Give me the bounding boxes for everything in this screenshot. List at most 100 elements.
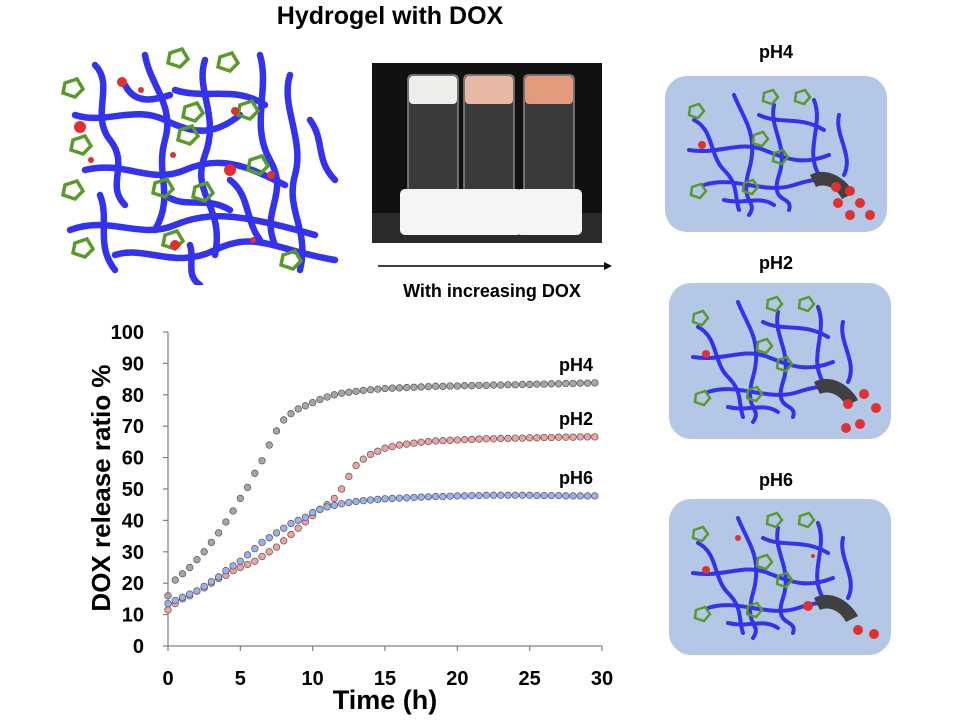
data-point [547,433,556,442]
data-point [265,441,273,449]
data-point [316,395,324,404]
data-point [460,492,469,500]
data-point [497,491,505,499]
data-point [395,384,404,392]
data-point [374,447,382,455]
data-point [540,433,548,442]
x-tick-label: 5 [235,668,246,690]
data-point [475,381,483,390]
data-point [395,441,404,449]
data-point [251,469,259,477]
data-point [359,386,367,395]
series-label-ph2: pH2 [559,409,593,429]
arrow-label: With increasing DOX [403,281,581,301]
vial-gel-2 [465,76,513,104]
data-point [576,433,584,441]
data-point [562,492,570,500]
data-point [309,398,317,407]
data-point [309,508,317,517]
data-point [424,382,433,391]
data-point [540,380,548,388]
x-tick-label: 15 [374,668,396,690]
data-point [576,492,584,500]
data-point [193,587,201,595]
y-tick-label: 50 [122,479,144,501]
data-point [460,382,469,390]
linker-rings [691,295,816,407]
y-tick-label: 60 [122,448,144,470]
data-point [511,381,519,389]
data-point [374,495,382,504]
data-point [410,383,418,391]
data-point [330,494,339,503]
chart-axes [167,332,602,647]
data-point [388,442,396,451]
data-point [504,434,512,443]
data-point [554,380,563,388]
data-point [236,494,244,503]
data-point [280,416,288,424]
data-point [395,494,404,502]
data-point [583,492,592,500]
data-point [316,505,324,514]
vial-cap-1 [400,189,466,235]
data-point [366,496,375,504]
data-point [243,560,252,569]
data-point [460,436,469,444]
y-tick-label: 90 [122,353,144,375]
data-point [388,384,396,392]
data-point [518,380,527,389]
data-point [258,552,266,561]
data-point [323,503,331,511]
data-point [417,438,425,446]
x-tick-label: 10 [302,668,324,690]
data-point [446,382,454,390]
released-drug-molecules [702,350,881,433]
released-drug-molecules [698,141,875,220]
data-point [381,495,389,503]
data-point [403,440,411,448]
data-point [475,435,483,443]
data-point [272,427,281,435]
data-point [164,592,172,600]
data-point [287,530,295,539]
data-point [482,491,490,499]
data-point [453,436,461,444]
data-point [439,436,447,445]
y-tick-label: 30 [122,542,144,564]
data-point [431,437,440,445]
data-point [583,379,592,387]
data-point [410,439,418,447]
vial-photo [372,63,602,243]
data-point [417,383,425,391]
data-point [482,381,490,390]
data-point [388,494,396,503]
data-point [359,455,367,463]
data-point [265,534,273,542]
series-label-ph6: pH6 [559,468,593,488]
data-point [562,379,570,388]
data-point [200,548,208,556]
data-point [533,491,541,500]
data-point [345,472,353,481]
data-point [591,379,599,387]
data-point [475,491,483,500]
data-point [330,501,339,509]
y-tick-label: 0 [133,636,144,658]
data-point [417,493,425,501]
polymer-chains [691,300,853,424]
data-point [554,491,563,500]
data-point [337,389,346,397]
release-panel-ph4 [665,76,887,232]
data-point [576,379,584,387]
y-tick-label: 40 [122,510,144,532]
data-point [229,562,237,570]
data-point [518,434,527,442]
data-point [403,494,411,502]
data-point [345,498,353,507]
data-point [366,450,375,459]
release-panel-ph6 [669,499,891,655]
data-point [178,570,187,578]
data-point [381,384,389,393]
hydrogel-network-illustration [60,46,339,285]
